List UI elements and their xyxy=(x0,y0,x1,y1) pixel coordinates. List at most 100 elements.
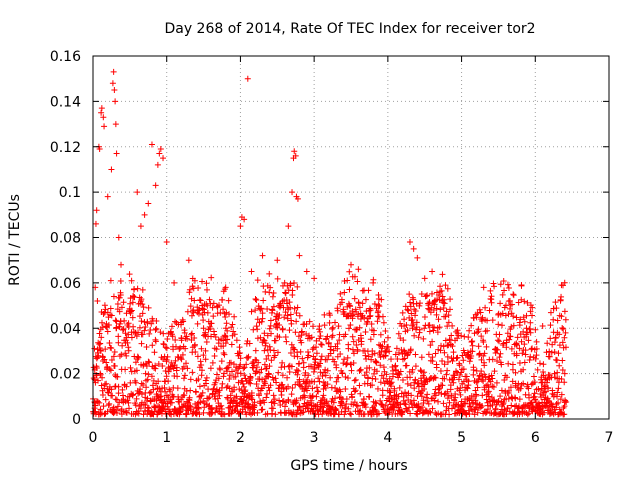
background-point xyxy=(469,342,476,349)
background-point xyxy=(261,361,268,368)
background-point xyxy=(103,380,110,387)
background-point xyxy=(489,375,496,382)
data-point xyxy=(303,268,310,275)
data-point xyxy=(112,98,119,105)
background-point xyxy=(108,345,115,352)
background-point xyxy=(254,316,261,323)
background-point xyxy=(164,403,171,410)
data-point xyxy=(109,80,116,87)
background-point xyxy=(143,384,150,391)
data-point xyxy=(355,266,362,273)
background-point xyxy=(293,310,300,317)
background-point xyxy=(181,375,188,382)
background-point xyxy=(449,343,456,350)
background-point xyxy=(554,369,561,376)
background-point xyxy=(317,341,324,348)
background-point xyxy=(319,373,326,380)
background-point xyxy=(424,391,431,398)
x-tick-label: 2 xyxy=(236,430,245,446)
background-point xyxy=(318,403,325,410)
background-point xyxy=(195,376,202,383)
background-point xyxy=(132,359,139,366)
background-point xyxy=(472,387,479,394)
background-point xyxy=(393,345,400,352)
background-point xyxy=(200,306,207,313)
background-point xyxy=(163,356,170,363)
background-point xyxy=(444,358,451,365)
data-point xyxy=(134,189,141,196)
background-point xyxy=(506,336,513,343)
background-point xyxy=(305,372,312,379)
background-point xyxy=(538,379,545,386)
background-point xyxy=(357,366,364,373)
background-point xyxy=(201,404,208,411)
background-point xyxy=(287,280,294,287)
background-point xyxy=(121,317,128,324)
background-point xyxy=(123,334,130,341)
background-point xyxy=(207,365,214,372)
background-point xyxy=(329,395,336,402)
background-point xyxy=(337,290,344,297)
background-point xyxy=(295,333,302,340)
background-point xyxy=(257,334,264,341)
background-point xyxy=(317,360,324,367)
background-point xyxy=(139,331,146,338)
background-point xyxy=(229,368,236,375)
background-point xyxy=(480,352,487,359)
background-point xyxy=(487,378,494,385)
background-point xyxy=(351,377,358,384)
background-point xyxy=(387,389,394,396)
background-point xyxy=(324,402,331,409)
background-point xyxy=(129,314,136,321)
background-point xyxy=(494,399,501,406)
background-point xyxy=(252,307,259,314)
background-point xyxy=(275,315,282,322)
background-point xyxy=(123,352,130,359)
data-point xyxy=(292,152,299,159)
background-point xyxy=(559,357,566,364)
data-point xyxy=(421,275,428,282)
background-point xyxy=(114,403,121,410)
background-point xyxy=(133,395,140,402)
background-point xyxy=(551,349,558,356)
background-point xyxy=(189,369,196,376)
background-point xyxy=(205,395,212,402)
background-point xyxy=(293,397,300,404)
background-point xyxy=(503,374,510,381)
y-tick-labels: 0 0.02 0.04 0.06 0.08 0.1 0.12 0.14 0.16 xyxy=(50,49,81,428)
background-point xyxy=(206,394,213,401)
background-point xyxy=(382,402,389,409)
background-point xyxy=(141,327,148,334)
background-point xyxy=(552,299,559,306)
background-point xyxy=(195,285,202,292)
background-point xyxy=(446,337,453,344)
background-point xyxy=(341,411,348,418)
background-point xyxy=(266,270,273,277)
background-point xyxy=(410,321,417,328)
background-point xyxy=(206,296,213,303)
background-point xyxy=(415,380,422,387)
background-point xyxy=(401,316,408,323)
background-point xyxy=(97,340,104,347)
background-point xyxy=(407,410,414,417)
background-point xyxy=(197,358,204,365)
background-point xyxy=(442,313,449,320)
background-point xyxy=(499,401,506,408)
y-tick-label: 0.02 xyxy=(50,367,81,383)
background-point xyxy=(172,337,179,344)
background-point xyxy=(122,330,129,337)
background-point xyxy=(479,402,486,409)
background-point xyxy=(285,383,292,390)
background-point xyxy=(97,371,104,378)
background-point xyxy=(246,340,253,347)
background-point xyxy=(357,316,364,323)
background-point xyxy=(213,405,220,412)
background-point xyxy=(551,339,558,346)
background-point xyxy=(282,289,289,296)
background-point xyxy=(421,325,428,332)
background-point xyxy=(200,409,207,416)
data-point xyxy=(311,275,318,282)
background-point xyxy=(488,394,495,401)
background-point xyxy=(334,305,341,312)
